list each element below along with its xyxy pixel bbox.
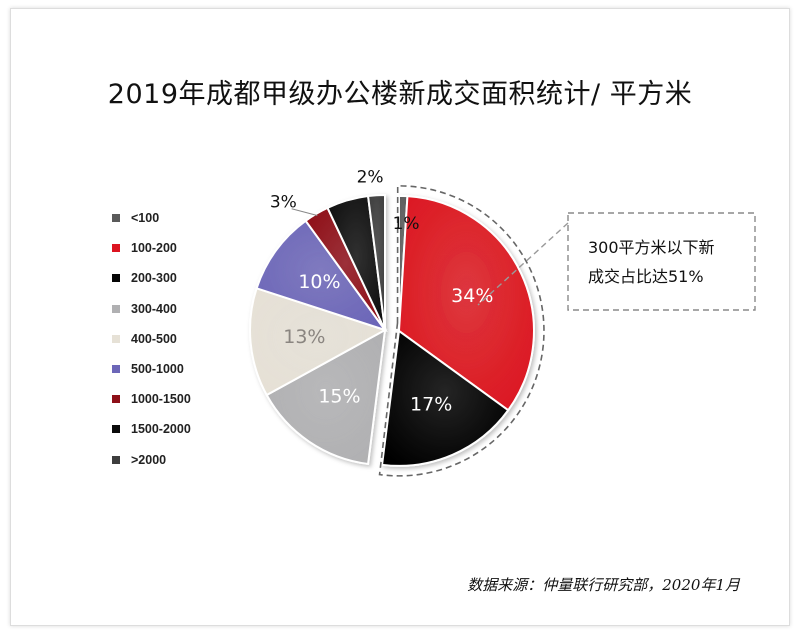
legend-label: 200-300	[131, 271, 177, 286]
pie-slice	[380, 329, 510, 467]
legend-label: 300-400	[131, 301, 177, 316]
legend-item: 300-400	[112, 294, 191, 324]
data-label: 34%	[451, 285, 493, 307]
data-label: 13%	[283, 326, 325, 348]
legend-item: 1500-2000	[112, 414, 191, 444]
legend-item: 200-300	[112, 263, 191, 293]
legend-label: <100	[131, 211, 160, 226]
legend-swatch	[112, 365, 120, 374]
legend-item: <100	[112, 203, 191, 233]
leader-line	[291, 208, 318, 217]
legend-item: 500-1000	[112, 354, 191, 384]
legend-item: 100-200	[112, 233, 191, 263]
legend: <100 100-200 200-300 300-400 400-500 500…	[112, 203, 191, 475]
legend-label: 1500-2000	[131, 422, 191, 437]
legend-swatch	[112, 274, 120, 283]
legend-swatch	[112, 244, 120, 253]
legend-label: 1000-1500	[131, 392, 191, 407]
callout-text: 成交占比达51%	[588, 267, 704, 286]
data-label: 3%	[270, 193, 297, 213]
data-label: 17%	[410, 394, 452, 416]
pie-slice	[397, 195, 535, 412]
legend-swatch	[112, 334, 120, 343]
callout-text: 300平方米以下新	[588, 238, 715, 257]
highlight-outline	[378, 185, 545, 477]
legend-label: >2000	[131, 452, 167, 467]
legend-item: 400-500	[112, 324, 191, 354]
data-label: 10%	[298, 271, 340, 293]
pie-slice	[249, 287, 388, 397]
data-source: 数据来源：仲量联行研究部，2020年1月	[467, 576, 740, 594]
legend-label: 500-1000	[131, 362, 184, 377]
legend-label: 400-500	[131, 331, 177, 346]
data-label: 1%	[393, 214, 420, 234]
legend-label: 100-200	[131, 241, 177, 256]
callout-box	[567, 212, 756, 311]
legend-item: >2000	[112, 445, 191, 475]
legend-swatch	[112, 214, 120, 223]
legend-swatch	[112, 395, 120, 404]
legend-item: 1000-1500	[112, 384, 191, 414]
legend-swatch	[112, 425, 120, 434]
legend-swatch	[112, 455, 120, 464]
pie-slice	[366, 193, 386, 331]
pie-slice	[255, 219, 388, 332]
data-label: 15%	[318, 385, 360, 407]
legend-swatch	[112, 304, 120, 313]
callout-connector	[477, 222, 569, 306]
chart-title: 2019年成都甲级办公楼新成交面积统计/ 平方米	[107, 79, 693, 110]
pie-slice	[265, 328, 387, 466]
data-label: 2%	[357, 168, 384, 188]
